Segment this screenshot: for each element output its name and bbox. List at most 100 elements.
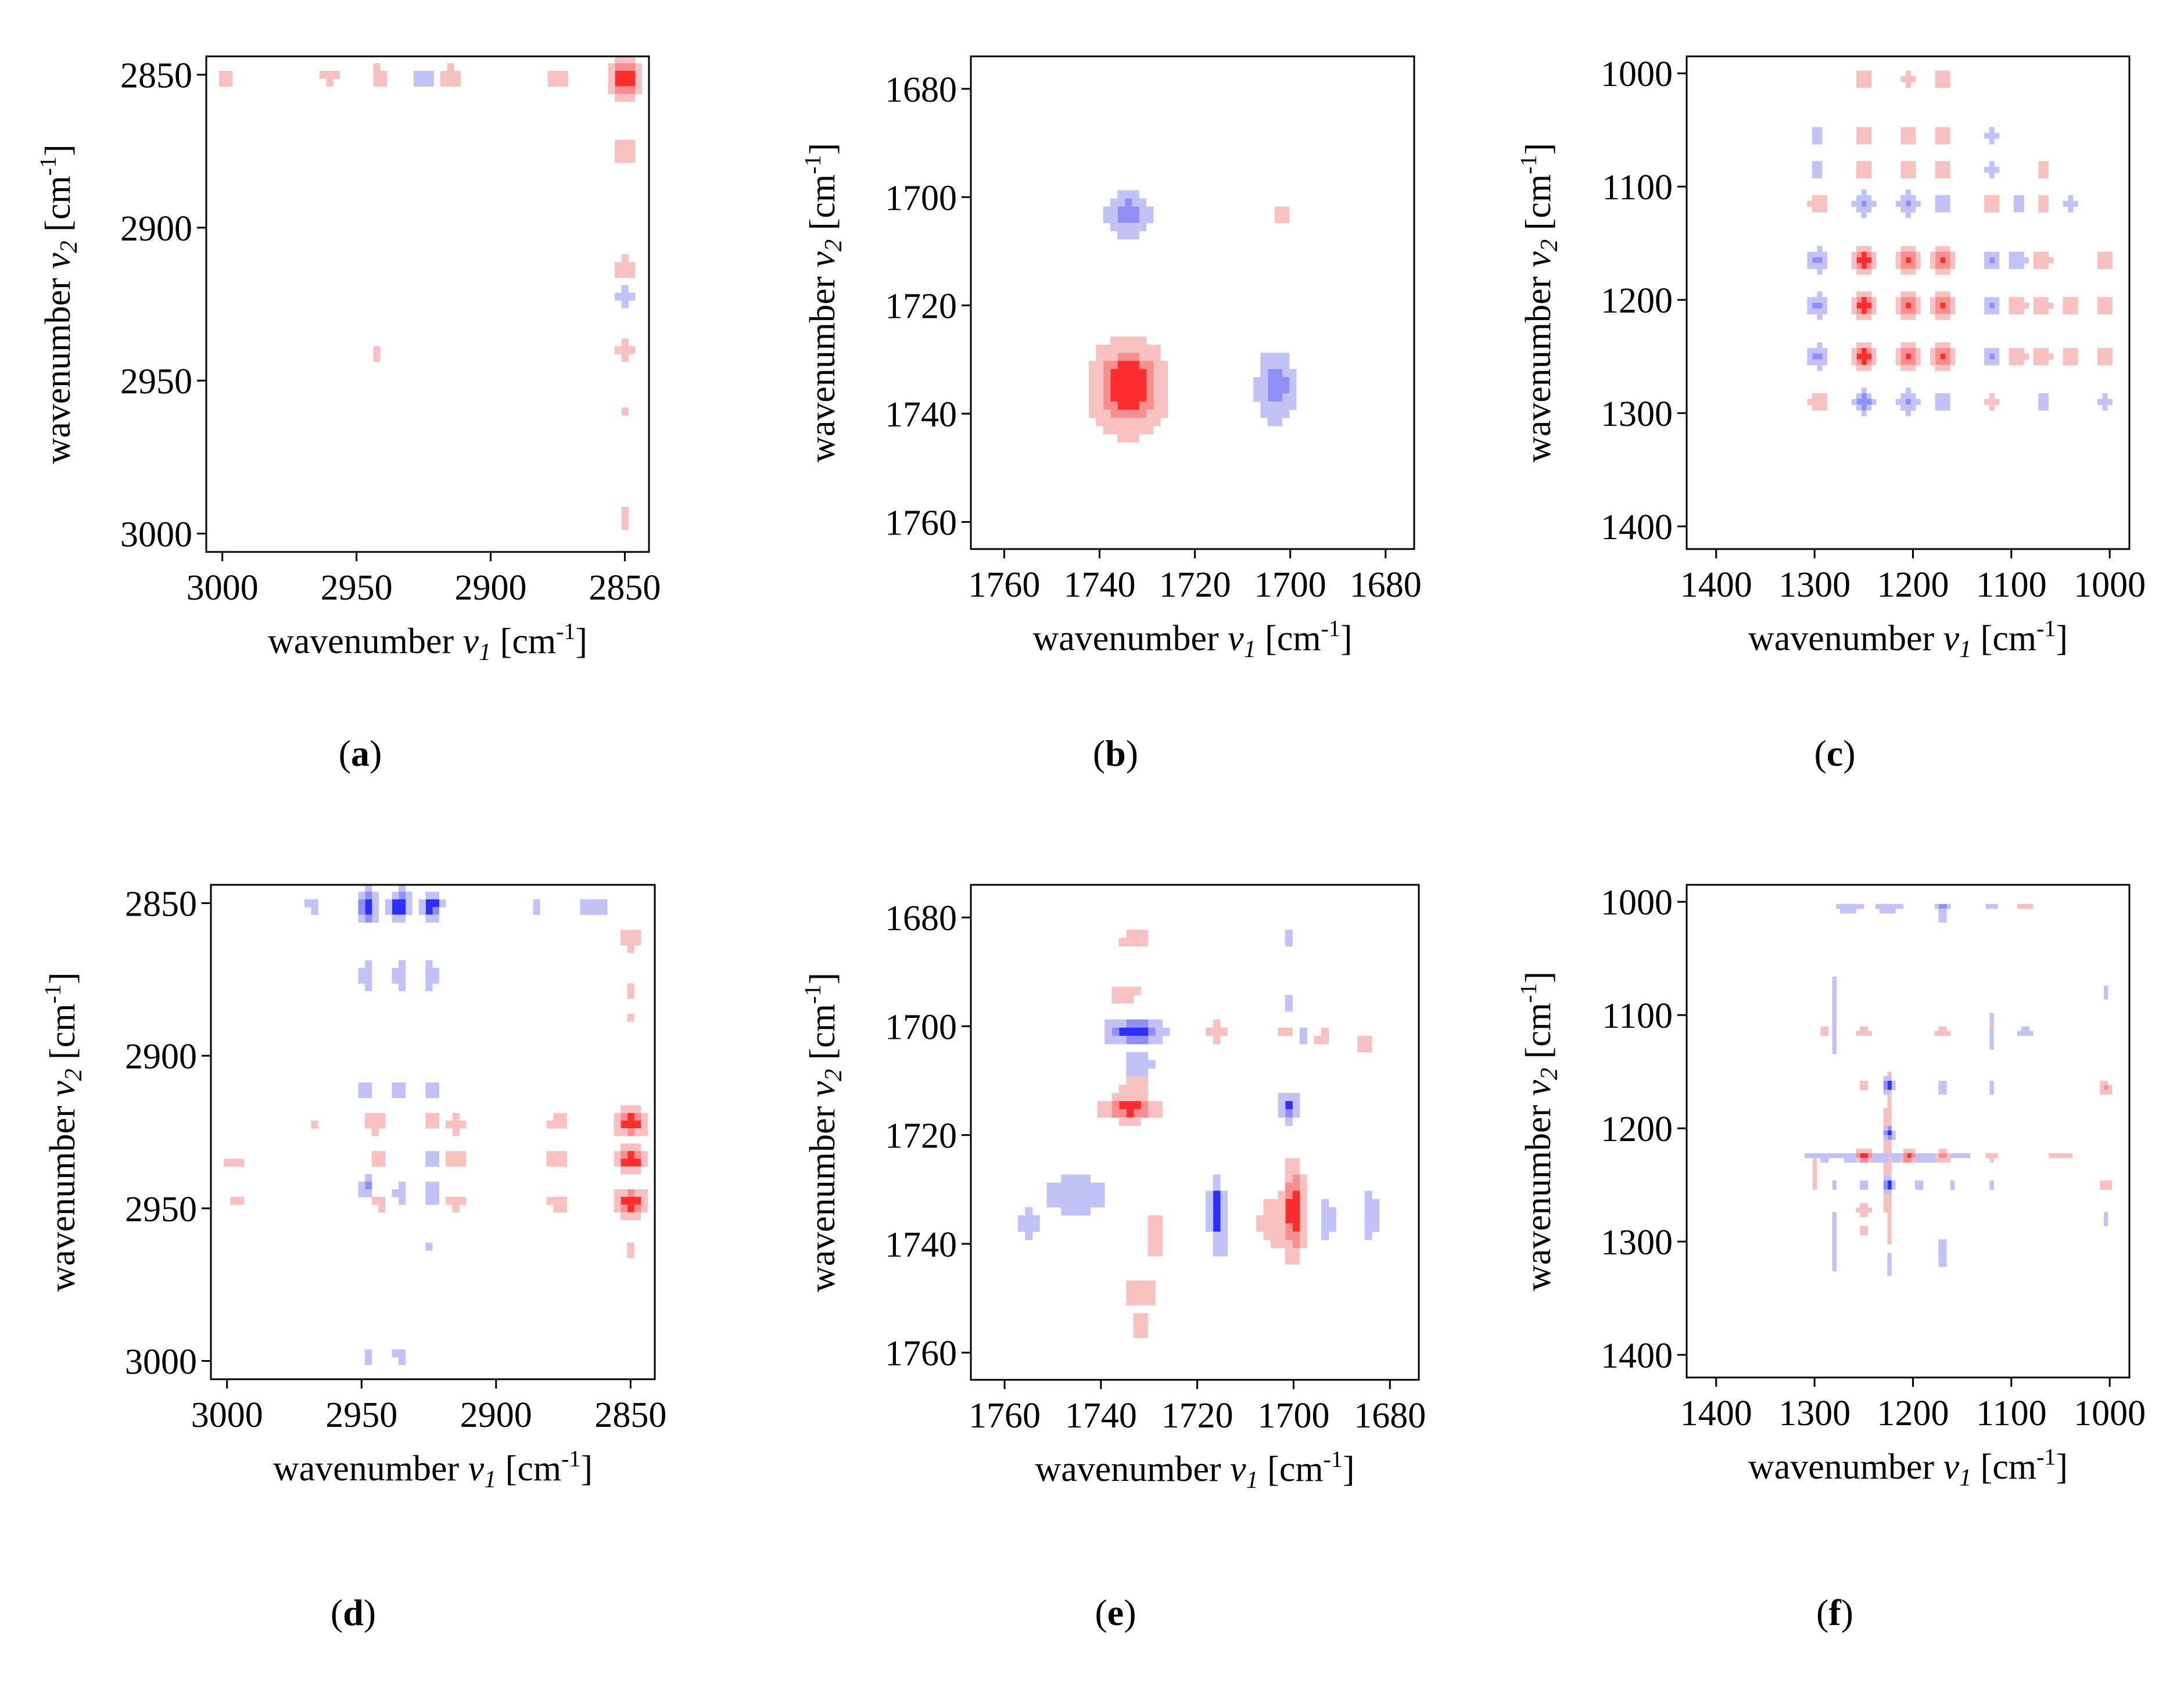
heatmap-cell	[425, 1181, 433, 1190]
heatmap-cell	[1863, 1225, 1869, 1231]
heatmap-cell	[432, 899, 439, 907]
heatmap-cell	[553, 1204, 561, 1213]
heatmap-cell	[1282, 369, 1290, 378]
heatmap-cell	[1267, 361, 1275, 370]
heatmap-cell	[1914, 1157, 1920, 1163]
heatmap-cell	[459, 1120, 467, 1129]
panel-a: 3000 2950 2900 28502850290029503000wavenumb…	[35, 55, 661, 774]
heatmap-cell	[1832, 990, 1837, 995]
heatmap-cell	[1935, 161, 1941, 167]
y-axis-label-main: wavenumber	[1519, 267, 1558, 462]
heatmap-cell	[1866, 200, 1872, 207]
heatmap-cell	[1110, 418, 1118, 426]
heatmap-cell	[1124, 198, 1132, 207]
heatmap-cell	[1275, 369, 1282, 378]
heatmap-cell	[2043, 353, 2049, 360]
heatmap-cell	[614, 1189, 621, 1197]
heatmap-cell	[1910, 167, 1916, 173]
heatmap-cell	[1950, 308, 1956, 314]
heatmap-cell	[1139, 336, 1147, 345]
heatmap-cell	[1935, 404, 1941, 411]
heatmap-cell	[2097, 263, 2103, 270]
heatmap-cell	[1111, 1109, 1120, 1118]
heatmap-cell	[1883, 1131, 1888, 1136]
heatmap-cell	[608, 86, 615, 95]
heatmap-cell	[1887, 1225, 1892, 1231]
heatmap-cell	[1213, 1215, 1221, 1224]
heatmap-cell	[1856, 308, 1862, 314]
heatmap-cell	[614, 1204, 621, 1213]
heatmap-cell	[1832, 976, 1837, 982]
heatmap-cell	[1118, 1109, 1127, 1118]
heatmap-cell	[1942, 1262, 1947, 1267]
heatmap-cell	[1942, 1081, 1947, 1086]
heatmap-cell	[1141, 1027, 1149, 1036]
heatmap-cell	[2033, 297, 2039, 303]
heatmap-cell	[420, 71, 428, 79]
y-axis-label-sup: -1	[1515, 984, 1541, 1003]
heatmap-cell	[1935, 70, 1941, 77]
heatmap-cell	[1832, 1267, 1837, 1272]
heatmap-cell	[1994, 353, 2000, 360]
heatmap-cell	[1867, 1157, 1872, 1163]
heatmap-cell	[1861, 353, 1867, 360]
heatmap-cell	[1160, 393, 1168, 402]
heatmap-cell	[1942, 1026, 1947, 1032]
heatmap-cell	[1141, 1052, 1149, 1061]
heatmap-cell	[2025, 1026, 2029, 1032]
heatmap-cell	[1061, 1174, 1069, 1183]
heatmap-cell	[1861, 172, 1867, 179]
heatmap-cell	[1891, 1180, 1896, 1186]
heatmap-cell	[1364, 1043, 1372, 1053]
x-axis-label-main: wavenumber	[1748, 619, 1943, 658]
heatmap-cell	[1900, 263, 1906, 270]
heatmap-cell	[1821, 348, 1827, 354]
heatmap-cell	[1278, 1199, 1286, 1208]
heatmap-cell	[1945, 297, 1950, 303]
heatmap-cell	[1989, 308, 1995, 314]
heatmap-cell	[1153, 369, 1161, 378]
heatmap-cell	[224, 1158, 231, 1167]
y-tick-label: 1100	[1602, 996, 1673, 1036]
heatmap-cell	[432, 968, 439, 976]
heatmap-cell	[399, 1090, 406, 1098]
heatmap-cell	[1883, 1157, 1888, 1163]
heatmap-cell	[621, 285, 629, 293]
heatmap-cell	[1861, 308, 1867, 314]
heatmap-cell	[1275, 353, 1282, 361]
heatmap-cell	[1110, 206, 1118, 216]
heatmap-cell	[1133, 1077, 1141, 1085]
heatmap-cell	[1292, 1248, 1300, 1257]
heatmap-cell	[1883, 1135, 1888, 1140]
caption-open: (	[331, 1592, 343, 1633]
heatmap-cell	[1871, 303, 1877, 309]
heatmap-cell	[1945, 246, 1950, 252]
heatmap-cell	[1832, 1230, 1837, 1235]
heatmap-cell	[1117, 345, 1125, 353]
heatmap-cell	[627, 1143, 634, 1151]
heatmap-cell	[1155, 1223, 1163, 1232]
heatmap-cell	[1910, 195, 1916, 202]
heatmap-cell	[1866, 353, 1872, 360]
heatmap-cell	[1940, 348, 1946, 354]
heatmap-cell	[1866, 257, 1872, 264]
heatmap-cell	[1934, 1031, 1939, 1036]
x-axis-label-unit-open: [cm	[496, 1449, 561, 1488]
heatmap-cell	[1832, 1017, 1837, 1023]
heatmap-cell	[1267, 393, 1275, 402]
heatmap-cell	[1900, 195, 1906, 202]
heatmap-cell	[1832, 1257, 1837, 1262]
heatmap-cell	[1328, 1215, 1336, 1224]
heatmap-cell	[1861, 246, 1867, 252]
heatmap-cell	[413, 78, 421, 87]
heatmap-cell	[2038, 252, 2044, 258]
heatmap-cell	[1817, 291, 1823, 297]
heatmap-cell	[1103, 426, 1111, 435]
heatmap-cell	[1856, 1207, 1860, 1213]
heatmap-cell	[1103, 353, 1111, 361]
heatmap-cell	[1146, 206, 1154, 216]
heatmap-cell	[640, 1197, 648, 1205]
heatmap-cell	[1989, 1017, 1994, 1023]
heatmap-cell	[1883, 1126, 1888, 1131]
heatmap-cell	[1131, 361, 1139, 370]
